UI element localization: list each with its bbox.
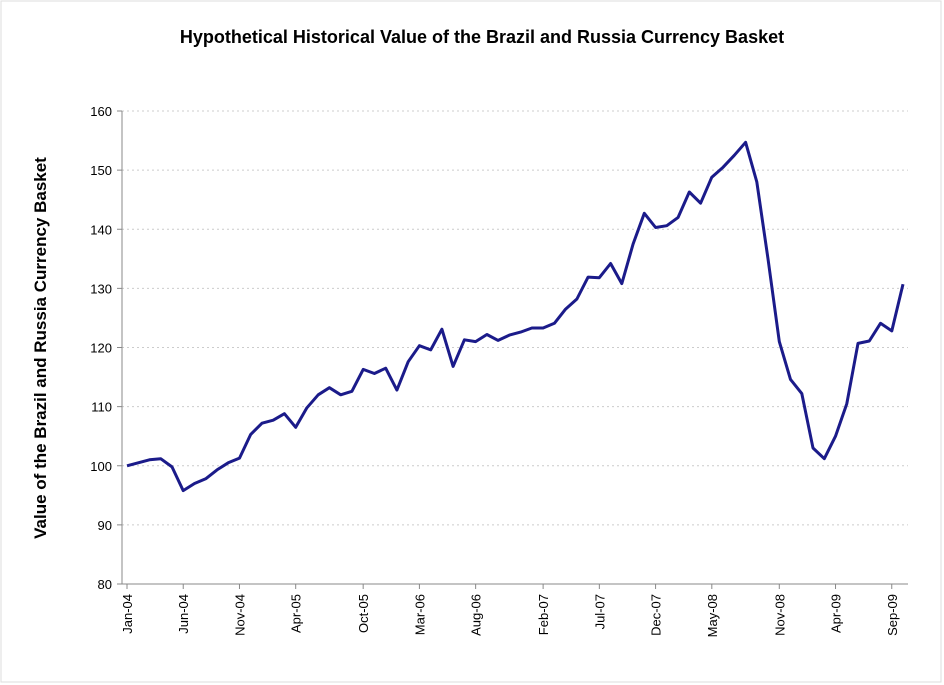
chart-title: Hypothetical Historical Value of the Bra… bbox=[180, 27, 784, 47]
y-tick-label: 110 bbox=[91, 400, 112, 415]
x-tick-label: Aug-06 bbox=[469, 594, 484, 636]
x-tick-label: Oct-05 bbox=[356, 594, 371, 633]
x-tick-label: May-08 bbox=[705, 594, 720, 637]
x-tick-label: Jul-07 bbox=[592, 594, 607, 629]
data-line bbox=[126, 140, 905, 493]
y-tick-label: 80 bbox=[98, 577, 112, 592]
x-tick-label: Jan-04 bbox=[120, 594, 135, 634]
y-tick-label: 90 bbox=[98, 518, 112, 533]
x-tick-label: Feb-07 bbox=[536, 594, 551, 635]
y-tick-label: 160 bbox=[90, 104, 112, 119]
y-tick-label: 140 bbox=[90, 222, 112, 237]
x-tick-label: Sep-09 bbox=[885, 594, 900, 636]
x-tick-label: Apr-09 bbox=[829, 594, 844, 633]
y-axis-label: Value of the Brazil and Russia Currency … bbox=[31, 157, 50, 539]
x-tick-label: Mar-06 bbox=[412, 594, 427, 635]
x-tick-label: Apr-05 bbox=[289, 594, 304, 633]
x-tick-label: Nov-08 bbox=[772, 594, 787, 636]
x-tick-label: Nov-04 bbox=[232, 594, 247, 636]
x-tick-label: Jun-04 bbox=[176, 594, 191, 634]
y-tick-label: 100 bbox=[90, 459, 112, 474]
y-tick-label: 120 bbox=[90, 341, 112, 356]
y-tick-label: 150 bbox=[90, 163, 112, 178]
y-tick-label: 130 bbox=[90, 281, 112, 296]
x-tick-label: Dec-07 bbox=[649, 594, 664, 636]
